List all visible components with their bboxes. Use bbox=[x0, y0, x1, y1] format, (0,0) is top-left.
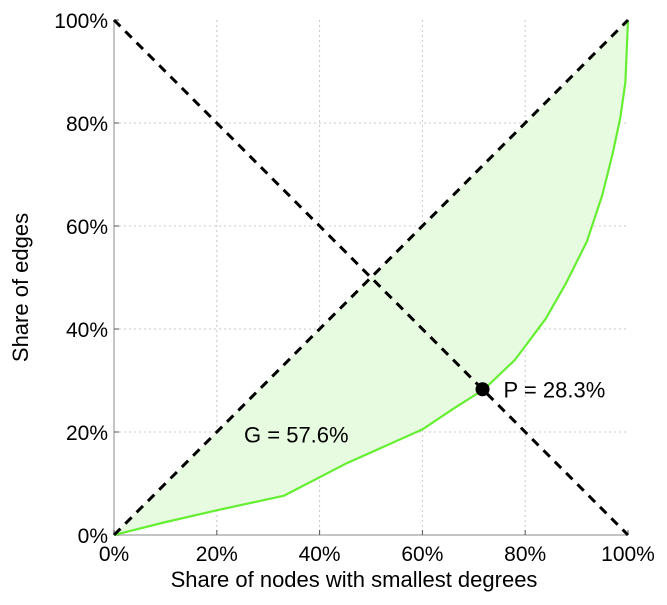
gini-area-fill bbox=[114, 20, 628, 535]
series-group bbox=[112, 18, 630, 537]
x-tick-label: 0% bbox=[99, 543, 129, 566]
y-tick-label: 20% bbox=[66, 422, 108, 445]
gini-label: G = 57.6% bbox=[244, 423, 349, 448]
p-marker bbox=[475, 382, 490, 397]
x-tick-label: 60% bbox=[401, 543, 443, 566]
x-axis-title: Share of nodes with smallest degrees bbox=[171, 567, 538, 592]
x-tick-label: 80% bbox=[504, 543, 546, 566]
y-tick-label: 60% bbox=[66, 216, 108, 239]
x-tick-label: 40% bbox=[299, 543, 341, 566]
y-tick-label: 80% bbox=[66, 113, 108, 136]
x-tick-label: 100% bbox=[601, 543, 655, 566]
y-tick-label: 0% bbox=[78, 525, 108, 548]
y-tick-labels: 0% 20% 40% 60% 80% 100% bbox=[54, 10, 108, 548]
x-tick-label: 20% bbox=[196, 543, 238, 566]
lorenz-curve-line bbox=[113, 19, 630, 537]
y-axis-title: Share of edges bbox=[8, 213, 33, 362]
x-tick-labels: 0% 20% 40% 60% 80% 100% bbox=[99, 543, 655, 566]
y-tick-label: 100% bbox=[54, 10, 108, 33]
p-label: P = 28.3% bbox=[504, 377, 606, 402]
y-tick-label: 40% bbox=[66, 319, 108, 342]
